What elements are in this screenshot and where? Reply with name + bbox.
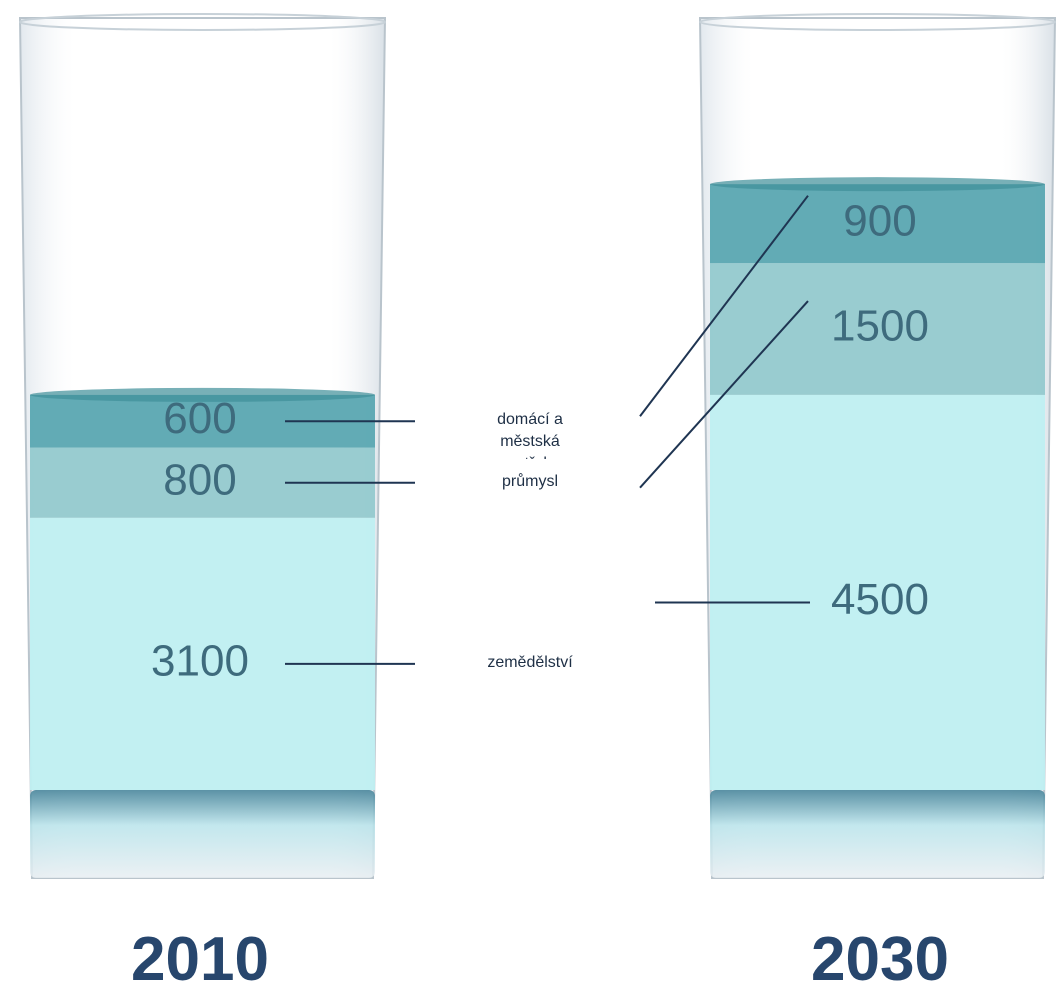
- water-layer: [710, 394, 1045, 790]
- glass-base: [710, 790, 1045, 878]
- labels: 3100 800 600 2010 4500 1500 900 2030 zemědělství…: [131, 195, 949, 990]
- data-label: 600: [163, 394, 236, 443]
- data-label: 1500: [831, 302, 929, 351]
- water-surface: [30, 387, 375, 402]
- data-label: 800: [163, 455, 236, 504]
- water-surface: [710, 177, 1045, 192]
- data-label: 3100: [151, 637, 249, 686]
- water-layer: [30, 517, 375, 790]
- water-layer: [710, 263, 1045, 395]
- glass-fronts: [30, 790, 1045, 878]
- legend-entry: domácí a městská spotřeba: [497, 411, 563, 459]
- data-label: 900: [843, 196, 916, 245]
- water: [30, 177, 1045, 790]
- glass-rim: [19, 13, 386, 31]
- glass-base: [30, 790, 375, 878]
- legend-entry-box: průmysl: [501, 472, 558, 490]
- connector: [639, 195, 809, 417]
- year-label: 2030: [811, 925, 949, 990]
- data-label: 4500: [831, 575, 929, 624]
- year-label: 2010: [131, 925, 269, 990]
- legend-entry-box: domácí a městská spotřeba: [497, 411, 563, 459]
- legend-entry: průmysl: [501, 472, 558, 490]
- legend-entry-box: zemědělství: [487, 653, 573, 671]
- legend-entry: zemědělství: [487, 653, 573, 671]
- glass-rim: [699, 13, 1056, 31]
- connector: [639, 300, 809, 489]
